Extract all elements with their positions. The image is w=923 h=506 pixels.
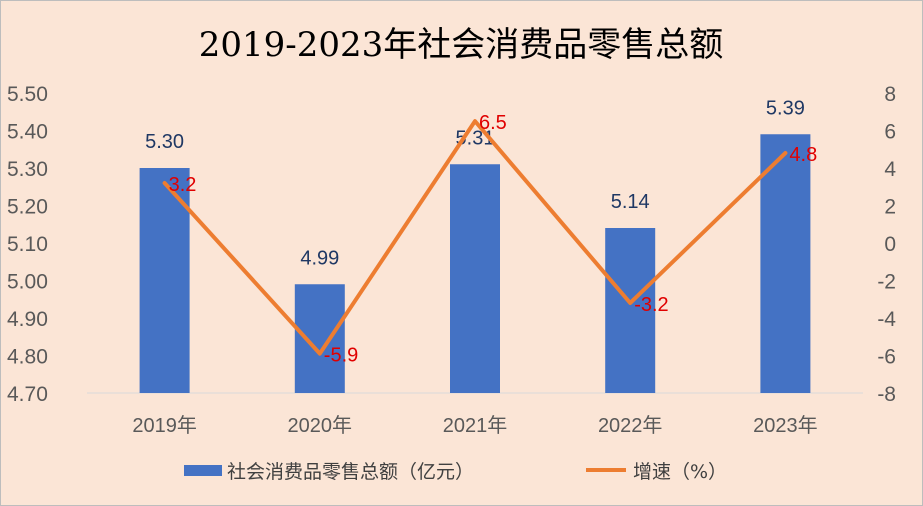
bar xyxy=(760,134,811,393)
left-tick-label: 5.50 xyxy=(7,83,48,106)
bar-data-label: 4.99 xyxy=(300,247,339,269)
line-point xyxy=(784,152,786,154)
line-data-label: -3.2 xyxy=(634,294,668,316)
left-tick-label: 5.30 xyxy=(7,158,48,181)
bar-data-label: 5.39 xyxy=(766,97,805,119)
left-tick-label: 5.00 xyxy=(7,271,48,294)
bar xyxy=(139,168,190,393)
right-tick-label: -8 xyxy=(877,383,896,406)
line-series xyxy=(162,119,788,356)
line-data-label: -5.9 xyxy=(324,345,358,367)
category-label: 2019年 xyxy=(132,414,197,437)
bar xyxy=(294,284,345,393)
bar xyxy=(450,164,500,393)
line-point xyxy=(629,302,631,304)
left-tick-label: 5.40 xyxy=(7,121,48,144)
line-point xyxy=(474,120,476,122)
right-tick-label: 4 xyxy=(884,158,896,181)
left-axis: 5.50 5.40 5.30 5.20 5.10 5.00 4.90 4.80 4.70 xyxy=(7,83,48,406)
bar-data-label: 5.14 xyxy=(611,191,650,213)
x-axis-categories: 2019年 2020年 2021年 2022年 2023年 xyxy=(132,414,817,437)
right-tick-label: -6 xyxy=(877,346,896,369)
line-data-label: 6.5 xyxy=(479,112,507,134)
left-tick-label: 4.90 xyxy=(7,308,48,331)
category-label: 2020年 xyxy=(288,414,353,437)
legend: 社会消费品零售总额（亿元） 增速（%） xyxy=(184,461,727,483)
bar-series xyxy=(139,134,811,393)
left-tick-label: 5.10 xyxy=(7,233,48,256)
right-tick-label: 8 xyxy=(884,83,896,106)
line-point xyxy=(319,353,321,355)
legend-bar-label: 社会消费品零售总额（亿元） xyxy=(227,461,474,483)
category-label: 2022年 xyxy=(598,414,663,437)
line-point xyxy=(164,182,166,184)
line-data-label: 4.8 xyxy=(789,144,817,166)
legend-bar-swatch xyxy=(184,465,222,476)
right-axis: 8 6 4 2 0 -2 -4 -6 -8 xyxy=(877,83,896,406)
left-tick-label: 5.20 xyxy=(7,196,48,219)
category-label: 2021年 xyxy=(443,414,508,437)
line-data-labels: 3.2 -5.9 6.5 -3.2 4.8 xyxy=(169,112,818,367)
left-tick-label: 4.80 xyxy=(7,346,48,369)
category-label: 2023年 xyxy=(753,414,818,437)
right-tick-label: -4 xyxy=(877,308,896,331)
bar-data-label: 5.30 xyxy=(145,131,184,153)
right-tick-label: 2 xyxy=(884,196,896,219)
bar xyxy=(605,228,656,393)
legend-line-label: 增速（%） xyxy=(633,461,727,483)
right-tick-label: 0 xyxy=(884,233,896,256)
right-tick-label: -2 xyxy=(877,271,896,294)
line-data-label: 3.2 xyxy=(169,174,197,196)
left-tick-label: 4.70 xyxy=(7,383,48,406)
right-tick-label: 6 xyxy=(884,121,896,144)
chart-title: 2019-2023年社会消费品零售总额 xyxy=(199,25,724,65)
